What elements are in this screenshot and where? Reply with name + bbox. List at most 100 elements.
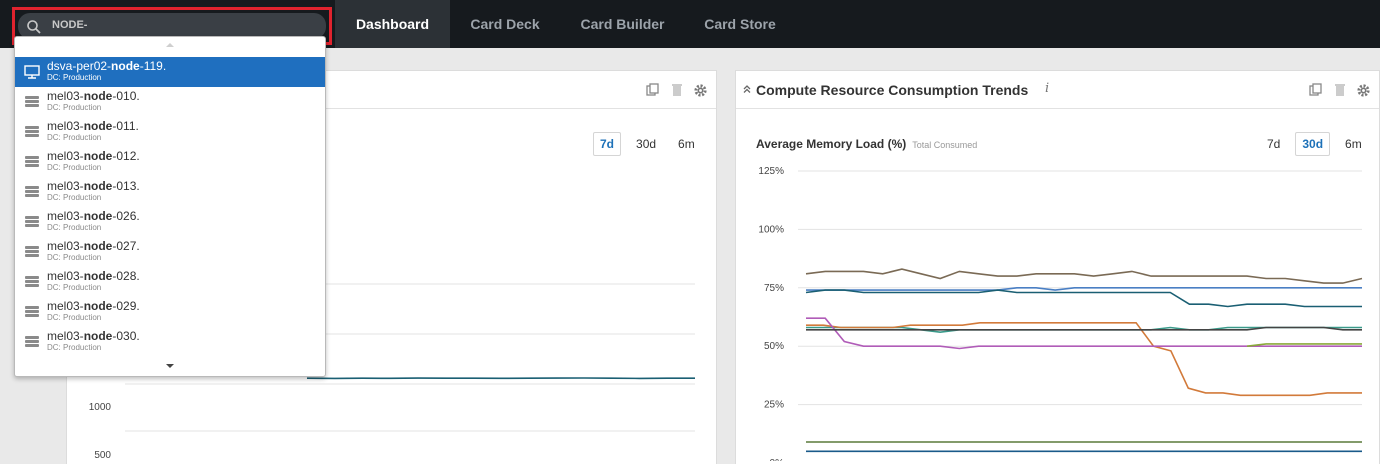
y-tick-label: 25% [764, 400, 784, 411]
trash-icon[interactable] [671, 83, 683, 102]
suggestion-name-suffix: -027. [112, 239, 140, 253]
suggestion-datacenter: DC: Production [47, 253, 102, 262]
y-tick-label: 125% [758, 166, 784, 177]
suggestion-name: mel03-node-028. [47, 269, 140, 283]
trash-icon[interactable] [1334, 83, 1346, 102]
suggestion-name: dsva-per02-node-119. [47, 59, 166, 73]
y-tick-label: 100% [758, 224, 784, 235]
suggestion-item[interactable]: mel03-node-029. DC: Production [15, 297, 325, 327]
server-icon [25, 96, 39, 107]
y-tick-label: 50% [764, 341, 784, 352]
suggestion-name-suffix: -026. [112, 209, 140, 223]
range-30d-button[interactable]: 30d [636, 137, 657, 151]
monitor-icon [24, 65, 40, 79]
suggestion-name: mel03-node-029. [47, 299, 140, 313]
suggestion-item[interactable]: mel03-node-010. DC: Production [15, 87, 325, 117]
y-tick-label: 0% [770, 458, 785, 461]
suggestion-name-prefix: mel03- [47, 269, 84, 283]
tab-card-builder[interactable]: Card Builder [580, 16, 665, 32]
suggestion-item[interactable]: mel03-node-012. DC: Production [15, 147, 325, 177]
range-6m-button[interactable]: 6m [678, 137, 695, 151]
range-7d-button[interactable]: 7d [593, 132, 622, 156]
suggestion-name-match: node [83, 179, 113, 193]
gear-icon[interactable] [693, 83, 708, 103]
suggestion-datacenter: DC: Production [47, 343, 102, 352]
suggestion-name: mel03-node-011. [47, 119, 139, 133]
scroll-down-icon[interactable] [166, 364, 174, 368]
server-icon [25, 126, 39, 137]
suggestion-item[interactable]: mel03-node-028. DC: Production [15, 267, 325, 297]
suggestion-name-prefix: mel03- [47, 89, 84, 103]
suggestion-datacenter: DC: Production [47, 133, 102, 142]
suggestion-name-prefix: mel03- [47, 119, 84, 133]
suggestion-name-match: node [83, 269, 113, 283]
range-7d-button[interactable]: 7d [1267, 137, 1281, 151]
suggestion-datacenter: DC: Production [47, 73, 102, 82]
suggestion-name: mel03-node-027. [47, 239, 140, 253]
server-icon [25, 186, 39, 197]
suggestion-datacenter: DC: Production [47, 103, 102, 112]
suggestion-name-match: node [83, 239, 113, 253]
copy-icon[interactable] [1309, 83, 1323, 102]
series-line [806, 287, 1362, 291]
server-icon [25, 156, 39, 167]
left-range-selector: 7d 30d 6m [585, 132, 702, 156]
suggestion-datacenter: DC: Production [47, 193, 102, 202]
server-icon [25, 306, 39, 317]
right-range-selector: 7d 30d 6m [1252, 132, 1369, 156]
suggestion-name-match: node [83, 89, 113, 103]
suggestion-name-match: node [83, 209, 113, 223]
right-card: Compute Resource Consumption Trends i Av… [735, 70, 1380, 464]
suggestion-name-suffix: -011. [112, 119, 139, 133]
gear-icon[interactable] [1356, 83, 1371, 103]
suggestion-item[interactable]: mel03-node-013. DC: Production [15, 177, 325, 207]
server-icon [25, 246, 39, 257]
suggestion-name-prefix: mel03- [47, 299, 84, 313]
suggestion-name: mel03-node-010. [47, 89, 140, 103]
suggestion-datacenter: DC: Production [47, 223, 102, 232]
right-card-actions [1303, 83, 1371, 99]
suggestion-item[interactable]: mel03-node-026. DC: Production [15, 207, 325, 237]
suggestion-name-match: node [83, 329, 113, 343]
right-card-header: Compute Resource Consumption Trends i [736, 71, 1379, 109]
series-line [805, 268, 1363, 284]
left-card-header [67, 71, 716, 109]
suggestion-name-prefix: mel03- [47, 209, 84, 223]
tab-card-deck[interactable]: Card Deck [470, 16, 540, 32]
tab-dashboard[interactable]: Dashboard [335, 0, 450, 48]
suggestion-datacenter: DC: Production [47, 283, 102, 292]
card-title: Compute Resource Consumption Trends [756, 82, 1029, 98]
copy-icon[interactable] [646, 83, 660, 102]
suggestion-item[interactable]: mel03-node-011. DC: Production [15, 117, 325, 147]
suggestion-item[interactable]: dsva-per02-node-119. DC: Production [15, 57, 325, 87]
suggestion-name-match: node [83, 119, 113, 133]
suggestion-item[interactable]: mel03-node-027. DC: Production [15, 237, 325, 267]
range-6m-button[interactable]: 6m [1345, 137, 1362, 151]
search-icon [27, 20, 41, 34]
suggestion-name-suffix: -029. [112, 299, 140, 313]
search-highlight-frame [12, 7, 332, 45]
search-suggestions-dropdown: dsva-per02-node-119. DC: Production mel03-… [14, 36, 326, 377]
suggestion-name-prefix: mel03- [47, 329, 84, 343]
suggestion-name-match: node [111, 59, 140, 73]
search-input[interactable] [52, 15, 292, 35]
suggestion-name-prefix: mel03- [47, 149, 84, 163]
server-icon [25, 336, 39, 347]
suggestion-name: mel03-node-026. [47, 209, 140, 223]
search-box[interactable] [18, 13, 326, 39]
tab-card-store[interactable]: Card Store [704, 16, 776, 32]
info-icon[interactable]: i [1045, 81, 1050, 96]
range-30d-button[interactable]: 30d [1295, 132, 1331, 156]
collapse-chevron-icon[interactable] [742, 84, 752, 94]
scroll-up-icon[interactable] [166, 43, 174, 47]
series-line [805, 289, 1362, 308]
suggestion-name-suffix: -028. [112, 269, 140, 283]
series-line [1246, 343, 1362, 347]
series-line [806, 326, 1362, 331]
y-tick-label: 1000 [88, 402, 111, 413]
suggestion-name-suffix: -030. [112, 329, 140, 343]
y-tick-label: 500 [94, 450, 111, 461]
server-icon [25, 216, 39, 227]
suggestion-name-suffix: -119. [139, 59, 167, 73]
suggestion-item[interactable]: mel03-node-030. DC: Production [15, 327, 325, 357]
